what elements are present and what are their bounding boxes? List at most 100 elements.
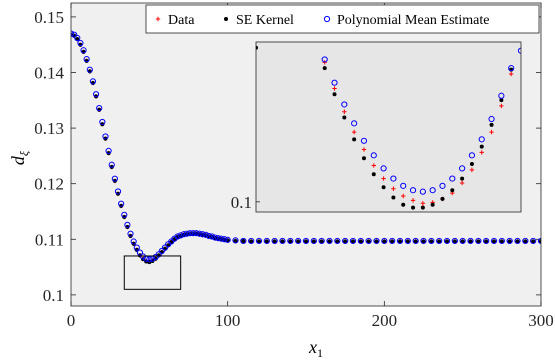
legend: Data SE Kernel Polynomial Mean Estimate bbox=[145, 4, 540, 34]
inset-data-point bbox=[370, 152, 377, 159]
data-point bbox=[121, 211, 128, 218]
legend-marker bbox=[323, 15, 331, 23]
data-point bbox=[218, 235, 225, 242]
data-point bbox=[374, 239, 379, 244]
data-point bbox=[180, 231, 187, 238]
data-point bbox=[507, 239, 512, 244]
data-point bbox=[146, 256, 153, 263]
data-point bbox=[77, 39, 84, 47]
data-point bbox=[280, 239, 285, 244]
data-point bbox=[327, 239, 332, 244]
data-point bbox=[130, 238, 137, 245]
x-tick-label: 100 bbox=[215, 311, 241, 330]
data-point bbox=[114, 188, 122, 195]
data-point bbox=[492, 239, 496, 244]
data-point bbox=[232, 237, 239, 244]
data-point bbox=[302, 237, 310, 245]
inset-data-point bbox=[508, 65, 515, 72]
data-point bbox=[398, 239, 402, 244]
inset-data-point bbox=[478, 136, 485, 143]
data-point bbox=[523, 239, 528, 244]
data-point bbox=[105, 147, 112, 154]
data-point bbox=[190, 230, 197, 237]
data-point bbox=[357, 237, 364, 245]
data-point bbox=[396, 237, 404, 245]
data-point bbox=[177, 232, 184, 239]
inset-data-point bbox=[256, 45, 258, 50]
data-point bbox=[249, 239, 254, 244]
data-point bbox=[295, 237, 302, 245]
data-point bbox=[86, 66, 93, 73]
data-point bbox=[326, 237, 333, 245]
data-point bbox=[136, 249, 144, 256]
inset-data-point bbox=[429, 187, 436, 194]
data-point bbox=[459, 237, 466, 245]
data-point bbox=[539, 239, 541, 244]
inset-data-point bbox=[361, 147, 367, 152]
data-point bbox=[264, 239, 269, 244]
data-point bbox=[490, 237, 498, 245]
y-tick-label: 0.12 bbox=[34, 175, 64, 194]
data-point bbox=[483, 237, 490, 245]
inset-data-point bbox=[381, 176, 386, 181]
inset-data-point bbox=[508, 71, 514, 77]
inset-data-point bbox=[342, 109, 347, 114]
data-point bbox=[421, 239, 426, 244]
data-point bbox=[515, 239, 520, 244]
data-point bbox=[208, 233, 216, 240]
data-point bbox=[506, 237, 513, 245]
y-tick-label: 0.1 bbox=[43, 286, 64, 305]
inset-data-point bbox=[469, 162, 474, 167]
inset-series-se-kernel bbox=[256, 45, 514, 210]
data-point bbox=[158, 247, 165, 255]
inset-data-point bbox=[517, 47, 521, 54]
data-point bbox=[233, 238, 238, 243]
data-points bbox=[71, 30, 541, 265]
data-point bbox=[296, 239, 301, 244]
x-axis-label-subscript: 1 bbox=[317, 346, 323, 358]
y-tick-label: 0.13 bbox=[34, 119, 64, 138]
data-point bbox=[288, 239, 293, 244]
inset-data-point bbox=[400, 182, 407, 189]
inset-data-point bbox=[420, 205, 425, 210]
data-point bbox=[319, 239, 324, 244]
data-point bbox=[343, 239, 348, 244]
inset-data-point bbox=[332, 86, 337, 91]
data-point bbox=[484, 239, 489, 244]
y-tick-label: 0.14 bbox=[34, 63, 64, 82]
y-tick-label: 0.15 bbox=[34, 8, 64, 27]
inset-data-point bbox=[449, 175, 456, 182]
legend-label: Polynomial Mean Estimate bbox=[337, 13, 489, 28]
data-point bbox=[205, 232, 212, 240]
data-point bbox=[96, 104, 103, 112]
inset-data-points bbox=[256, 45, 521, 210]
data-point bbox=[272, 239, 277, 244]
data-point bbox=[381, 237, 388, 245]
data-point bbox=[248, 237, 255, 245]
inset-plot-area: 0.1 bbox=[231, 41, 522, 213]
data-point bbox=[475, 237, 482, 245]
data-point bbox=[183, 230, 191, 237]
inset-data-point bbox=[498, 92, 505, 99]
data-point bbox=[74, 34, 81, 42]
inset-data-point bbox=[499, 103, 504, 109]
inset-data-point bbox=[341, 101, 348, 108]
x-tick-label: 300 bbox=[528, 311, 554, 330]
inset-data-point bbox=[489, 122, 494, 127]
data-point bbox=[99, 118, 106, 126]
legend-marker bbox=[224, 17, 228, 21]
inset-data-point bbox=[410, 198, 416, 203]
data-point bbox=[468, 239, 473, 244]
data-point bbox=[334, 237, 341, 245]
data-point bbox=[174, 233, 181, 240]
data-point bbox=[531, 239, 536, 244]
inset-data-point bbox=[331, 79, 338, 86]
data-point bbox=[89, 78, 97, 85]
inset-y-tick-label: 0.1 bbox=[231, 193, 252, 212]
data-point bbox=[193, 230, 200, 237]
inset-data-point bbox=[411, 205, 416, 210]
data-point bbox=[215, 235, 222, 242]
inset-data-point bbox=[391, 186, 396, 191]
inset-data-point bbox=[380, 165, 387, 172]
